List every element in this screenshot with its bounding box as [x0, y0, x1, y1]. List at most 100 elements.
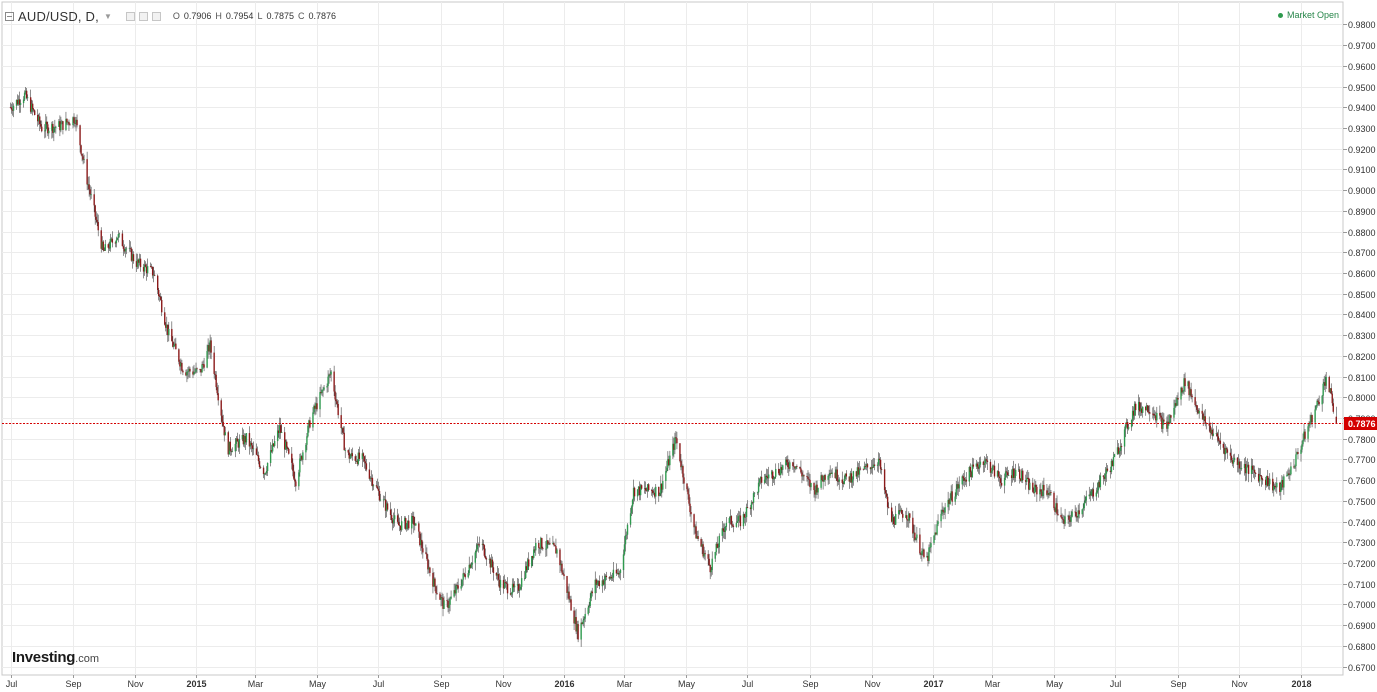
candle-body [115, 239, 118, 244]
candle-body [1022, 470, 1024, 481]
candle-body [400, 521, 403, 531]
candle-body [823, 475, 825, 482]
candle-body [55, 126, 57, 128]
y-tick-label: 0.8800 [1348, 228, 1376, 238]
candle-body [1180, 387, 1182, 400]
candle-body [1335, 416, 1337, 423]
settings-icon[interactable] [125, 11, 135, 21]
candle-body [589, 598, 591, 606]
candle-body [990, 471, 993, 473]
candle-body [41, 126, 43, 132]
candle-body [772, 471, 774, 480]
candle-body [1195, 404, 1197, 406]
candle-body [899, 510, 901, 512]
candle-body [708, 558, 710, 565]
candle-body [595, 579, 597, 585]
candle-body [262, 467, 265, 475]
candle-body [481, 543, 484, 545]
collapse-icon[interactable] [5, 11, 14, 21]
candle-body [753, 492, 756, 494]
candle-body [509, 593, 512, 595]
candle-body [175, 343, 177, 350]
candle-body [885, 493, 888, 497]
candle-body [1184, 378, 1186, 387]
x-tick-label: Mar [248, 679, 264, 689]
symbol-label[interactable]: AUD/USD, D, [18, 8, 99, 24]
candle-body [1204, 416, 1206, 424]
candle-body [1330, 388, 1332, 394]
candle-body [643, 488, 646, 489]
candle-body [821, 475, 823, 480]
candle-body [922, 549, 924, 552]
more-icon[interactable] [151, 11, 161, 21]
candle-body [245, 433, 248, 443]
brand-suffix: .com [75, 653, 99, 665]
candle-body [188, 368, 190, 372]
candle-body [1208, 423, 1210, 426]
candle-body [278, 425, 281, 434]
candle-body [1084, 500, 1086, 503]
candle-body [24, 90, 27, 93]
chevron-down-icon[interactable]: ▼ [103, 11, 112, 21]
candle-body [249, 442, 252, 447]
candle-body [590, 591, 592, 599]
candle-body [227, 432, 229, 455]
close-icon[interactable] [138, 11, 148, 21]
candle-body [457, 585, 459, 589]
candle-body [1295, 454, 1297, 467]
candle-body [194, 371, 196, 373]
y-tick-label: 0.9300 [1348, 124, 1376, 134]
candle-body [1029, 482, 1031, 490]
y-tick-label: 0.9100 [1348, 165, 1376, 175]
candle-body [842, 482, 844, 484]
candle-body [1020, 478, 1022, 481]
candle-body [323, 387, 325, 390]
candle-body [503, 582, 506, 589]
candle-body [269, 450, 272, 463]
candle-body [263, 473, 266, 475]
candle-body [662, 480, 664, 490]
candle-body [947, 499, 949, 508]
candle-body [1324, 382, 1326, 386]
candle-body [15, 99, 18, 106]
candle-body [513, 585, 516, 588]
candle-body [1160, 415, 1162, 418]
candle-body [1070, 516, 1072, 522]
candle-body [625, 534, 628, 536]
candle-body [1010, 475, 1013, 478]
candle-body [259, 466, 262, 468]
candle-body [266, 462, 269, 472]
candle-body [1039, 489, 1041, 495]
candle-body [279, 425, 282, 433]
candle-body [829, 473, 831, 476]
candle-body [75, 119, 77, 124]
candle-body [1013, 475, 1016, 478]
candle-body [26, 97, 29, 99]
candle-body [1251, 465, 1254, 470]
candle-body [1316, 400, 1318, 406]
candle-body [756, 492, 759, 494]
candle-body [743, 514, 746, 518]
candle-body [151, 266, 154, 276]
candle-body [816, 484, 818, 493]
candle-body [255, 448, 258, 455]
candle-body [937, 521, 939, 525]
candle-body [878, 458, 881, 460]
candle-body [1089, 494, 1091, 496]
candle-body [538, 542, 540, 548]
candle-body [957, 484, 959, 489]
candle-body [386, 503, 389, 510]
candle-body [81, 153, 83, 157]
candle-body [993, 465, 996, 477]
candle-body [1149, 412, 1151, 414]
candle-body [1071, 511, 1073, 517]
candle-body [693, 514, 695, 528]
candle-body [1053, 492, 1055, 509]
candle-body [891, 517, 894, 522]
candle-body [22, 99, 25, 104]
candle-body [864, 466, 867, 467]
candle-body [955, 489, 957, 497]
candle-body [703, 553, 705, 557]
